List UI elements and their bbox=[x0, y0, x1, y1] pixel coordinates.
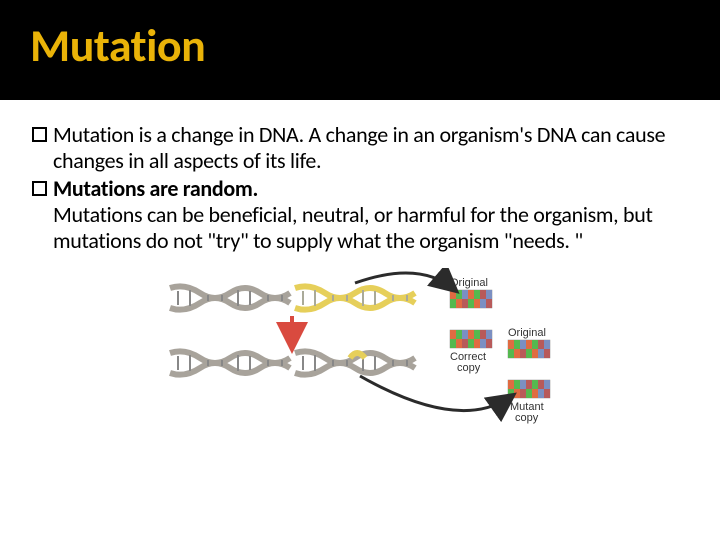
slide-title: Mutation bbox=[30, 18, 690, 74]
mutation-diagram: Original Correctcopy Original Mutantcopy bbox=[160, 268, 560, 468]
dna-bottom-right bbox=[295, 351, 415, 374]
dna-top-right bbox=[295, 286, 415, 309]
seq-mutant-copy bbox=[508, 380, 550, 398]
bullet-2-lead: Mutations are random. bbox=[53, 175, 258, 202]
label-original-top: Original bbox=[450, 277, 488, 289]
bullet-1-lead: Mutation is a change in DNA. bbox=[53, 121, 304, 148]
dna-top-left bbox=[170, 286, 290, 309]
bullet-2: Mutations are random. Mutations can be b… bbox=[32, 176, 688, 254]
seq-correct-copy bbox=[450, 330, 492, 348]
square-bullet-icon bbox=[32, 127, 47, 142]
dna-bottom-left bbox=[170, 351, 290, 374]
seq-original-top bbox=[450, 290, 492, 308]
bullet-1-body: Mutation is a change in DNA. A change in… bbox=[53, 122, 688, 174]
label-mutant-copy: Mutantcopy bbox=[510, 401, 544, 424]
label-original-right: Original bbox=[508, 327, 546, 339]
curved-arrow-2 bbox=[360, 376, 512, 411]
label-correct-copy: Correctcopy bbox=[450, 351, 486, 374]
bullet-2-body: Mutations are random. Mutations can be b… bbox=[53, 176, 688, 254]
seq-original-right bbox=[508, 340, 550, 358]
bullet-1: Mutation is a change in DNA. A change in… bbox=[32, 122, 688, 174]
bullet-2-rest: Mutations can be beneficial, neutral, or… bbox=[53, 201, 653, 254]
diagram-svg: Original Correctcopy Original Mutantcopy bbox=[160, 268, 560, 468]
content-area: Mutation is a change in DNA. A change in… bbox=[0, 100, 720, 468]
title-bar: Mutation bbox=[0, 0, 720, 100]
square-bullet-icon bbox=[32, 181, 47, 196]
